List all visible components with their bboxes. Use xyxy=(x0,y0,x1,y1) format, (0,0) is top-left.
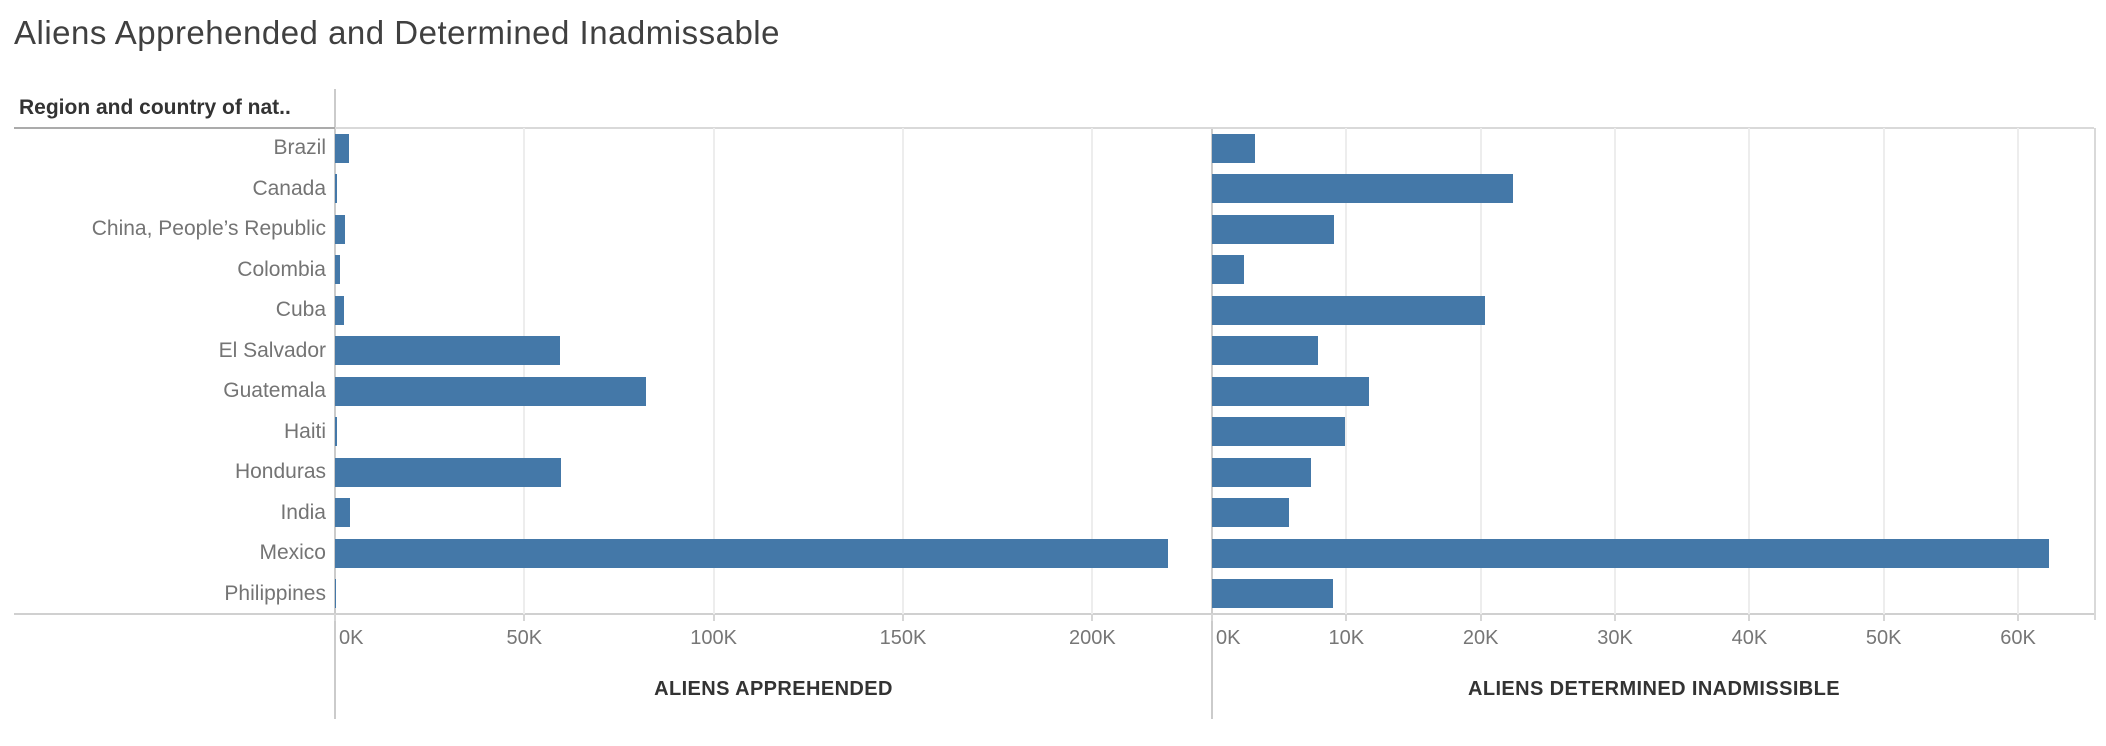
axis-tick-label: 10K xyxy=(1328,627,1365,649)
axis-tick xyxy=(1748,614,1751,621)
axis-tick-label: 20K xyxy=(1462,627,1499,649)
bar-inadmissible-haiti[interactable] xyxy=(1212,417,1345,447)
bar-apprehended-philippines[interactable] xyxy=(335,579,337,609)
row-label-india[interactable]: India xyxy=(280,500,326,524)
axis-tick xyxy=(1479,614,1482,621)
bar-inadmissible-philippines[interactable] xyxy=(1212,579,1333,609)
row-label-china-people-s-republic[interactable]: China, People’s Republic xyxy=(91,217,326,241)
axis-tick xyxy=(334,614,336,621)
row-label-canada[interactable]: Canada xyxy=(252,176,326,200)
pane-aliens-determined-inadmissible xyxy=(1212,128,2096,614)
bar-inadmissible-india[interactable] xyxy=(1212,498,1289,528)
row-header-label: Region and country of nat.. xyxy=(19,96,291,119)
axis-tick-label: 30K xyxy=(1597,627,1633,649)
bar-inadmissible-el-salvador[interactable] xyxy=(1212,336,1319,366)
row-label-colombia[interactable]: Colombia xyxy=(237,257,326,281)
axis-tick-label: 50K xyxy=(506,627,543,649)
axis-tick xyxy=(2017,614,2020,621)
axis-tick-label: 40K xyxy=(1731,627,1768,649)
pane-top-border xyxy=(335,127,2094,129)
row-label-philippines[interactable]: Philippines xyxy=(224,581,326,605)
axis-tick-label: 50K xyxy=(1865,627,1902,649)
pane-right-border xyxy=(2094,128,2096,620)
axis-tick-label: 0K xyxy=(1216,627,1241,649)
bar-inadmissible-cuba[interactable] xyxy=(1212,295,1485,325)
gridline xyxy=(1882,128,1885,614)
row-label-guatemala[interactable]: Guatemala xyxy=(223,379,326,403)
pane-bottom-border xyxy=(14,613,2094,615)
bar-apprehended-china-people-s-republic[interactable] xyxy=(335,214,345,244)
gridline xyxy=(1614,128,1617,614)
gridline xyxy=(1091,128,1094,614)
row-label-cuba[interactable]: Cuba xyxy=(275,298,326,322)
bar-inadmissible-guatemala[interactable] xyxy=(1212,376,1370,406)
bar-apprehended-colombia[interactable] xyxy=(335,255,340,285)
bar-inadmissible-china-people-s-republic[interactable] xyxy=(1212,214,1335,244)
axis-tick-label: 150K xyxy=(879,627,927,649)
bar-inadmissible-honduras[interactable] xyxy=(1212,457,1312,487)
axis-tick xyxy=(1345,614,1348,621)
row-label-honduras[interactable]: Honduras xyxy=(234,460,326,484)
axis-tick xyxy=(1882,614,1885,621)
row-label-el-salvador[interactable]: El Salvador xyxy=(218,338,326,362)
bar-apprehended-brazil[interactable] xyxy=(335,133,349,163)
axis-tick xyxy=(902,614,904,621)
chart-title: Aliens Apprehended and Determined Inadmi… xyxy=(14,14,780,51)
axis-tick-label: 100K xyxy=(690,627,738,649)
gridline xyxy=(712,128,715,614)
row-label-mexico[interactable]: Mexico xyxy=(259,541,326,565)
axis-tick xyxy=(1211,614,1213,621)
axis-tick xyxy=(712,614,715,621)
gridline xyxy=(902,128,904,614)
axis-tick xyxy=(1091,614,1094,621)
axis-tick xyxy=(1614,614,1617,621)
bar-apprehended-el-salvador[interactable] xyxy=(335,336,560,366)
axis-tick-label: 0K xyxy=(339,627,364,649)
bar-apprehended-india[interactable] xyxy=(335,498,351,528)
row-label-brazil[interactable]: Brazil xyxy=(273,136,326,160)
gridline xyxy=(1345,128,1348,614)
bar-inadmissible-canada[interactable] xyxy=(1212,174,1513,204)
pane-aliens-apprehended xyxy=(335,128,1212,614)
axis-title-aliens-apprehended: ALIENS APPREHENDED xyxy=(654,678,893,700)
bar-apprehended-cuba[interactable] xyxy=(335,295,345,325)
bar-apprehended-mexico[interactable] xyxy=(335,538,1169,568)
bar-inadmissible-colombia[interactable] xyxy=(1212,255,1245,285)
axis-tick-label: 60K xyxy=(2000,627,2036,649)
axis-tick xyxy=(523,614,526,621)
bar-apprehended-haiti[interactable] xyxy=(335,417,338,447)
bar-inadmissible-mexico[interactable] xyxy=(1212,538,2049,568)
gridline xyxy=(1479,128,1482,614)
gridline xyxy=(2017,128,2020,614)
axis-title-aliens-determined-inadmissible: ALIENS DETERMINED INADMISSIBLE xyxy=(1467,678,1841,700)
header-underline xyxy=(14,127,335,129)
gridline xyxy=(523,128,526,614)
bar-apprehended-canada[interactable] xyxy=(335,174,337,204)
row-label-haiti[interactable]: Haiti xyxy=(283,419,326,443)
gridline xyxy=(1748,128,1751,614)
bar-apprehended-honduras[interactable] xyxy=(335,457,562,487)
bar-apprehended-guatemala[interactable] xyxy=(335,376,646,406)
axis-tick-label: 200K xyxy=(1068,627,1116,649)
bar-inadmissible-brazil[interactable] xyxy=(1212,133,1255,163)
